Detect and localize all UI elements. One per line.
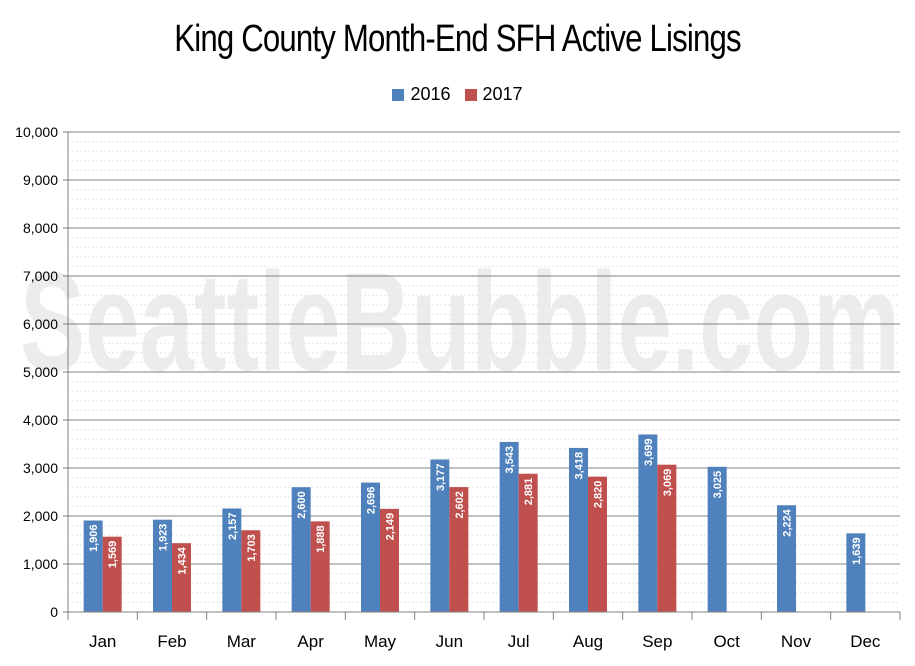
bar-2016-mar [222, 508, 242, 612]
bar-2016-aug [569, 447, 588, 612]
legend-swatch-2017 [464, 88, 477, 101]
x-tick-label-aug: Aug [573, 632, 603, 651]
legend-label-2017: 2017 [482, 84, 523, 104]
x-tick-label-feb: Feb [157, 632, 186, 651]
y-tick-label: 8,000 [23, 220, 58, 236]
legend-item-2017: 2017 [464, 84, 523, 105]
bar-2017-jun [449, 487, 469, 612]
legend: 2016 2017 [0, 84, 915, 105]
data-label-2016-nov: 2,224 [782, 508, 794, 536]
bar-2017-feb [172, 543, 191, 612]
bar-2017-apr [310, 521, 330, 612]
y-tick-label: 3,000 [23, 460, 58, 476]
data-label-2016-mar: 2,157 [227, 512, 239, 540]
y-tick-label: 1,000 [23, 556, 58, 572]
chart-title: King County Month-End SFH Active Lisings [174, 18, 741, 60]
data-label-2016-sep: 3,699 [643, 438, 655, 466]
bar-2016-jun [430, 459, 450, 612]
data-label-2016-feb: 1,923 [158, 524, 170, 552]
x-tick-label-mar: Mar [227, 632, 257, 651]
legend-label-2016: 2016 [410, 84, 451, 104]
y-tick-label: 2,000 [23, 508, 58, 524]
y-tick-label: 0 [50, 604, 58, 620]
data-label-2016-may: 2,696 [366, 487, 378, 515]
bar-2016-sep [638, 434, 658, 612]
data-label-2016-apr: 2,600 [296, 491, 308, 519]
data-label-2017-jun: 2,602 [454, 491, 466, 519]
data-label-2016-jan: 1,906 [88, 525, 100, 553]
data-label-2017-sep: 3,069 [662, 469, 674, 497]
bar-2017-sep [657, 464, 677, 612]
watermark: SeattleBubble.com [20, 243, 900, 400]
bar-2017-mar [241, 530, 261, 612]
y-tick-label: 4,000 [23, 412, 58, 428]
x-tick-label-nov: Nov [781, 632, 812, 651]
x-tick-label-jan: Jan [89, 632, 116, 651]
x-tick-label-dec: Dec [850, 632, 881, 651]
bar-2016-nov [777, 505, 796, 612]
data-label-2017-jan: 1,569 [107, 541, 119, 569]
data-label-2017-apr: 1,888 [315, 525, 327, 553]
bar-2016-apr [291, 487, 311, 612]
x-tick-label-oct: Oct [713, 632, 740, 651]
bar-2016-dec [846, 533, 866, 612]
data-label-2017-mar: 1,703 [246, 534, 258, 562]
bar-2017-may [380, 508, 399, 612]
x-tick-label-jun: Jun [436, 632, 463, 651]
y-tick-label: 9,000 [23, 172, 58, 188]
bar-2016-jan [83, 520, 103, 612]
data-label-2016-jul: 3,543 [504, 446, 516, 474]
data-label-2016-dec: 1,639 [851, 537, 863, 565]
y-tick-label: 10,000 [15, 124, 58, 140]
data-label-2016-jun: 3,177 [435, 464, 447, 492]
x-tick-label-apr: Apr [297, 632, 324, 651]
data-label-2017-jul: 2,881 [523, 478, 535, 506]
x-tick-label-sep: Sep [642, 632, 672, 651]
y-tick-label: 5,000 [23, 364, 58, 380]
data-label-2017-feb: 1,434 [177, 546, 189, 574]
y-tick-label: 7,000 [23, 268, 58, 284]
legend-item-2016: 2016 [392, 84, 451, 105]
bar-2016-may [361, 482, 380, 612]
bar-2017-aug [588, 476, 607, 612]
x-tick-label-jul: Jul [508, 632, 530, 651]
data-label-2016-aug: 3,418 [574, 452, 586, 480]
data-label-2016-oct: 3,025 [712, 471, 724, 499]
bar-2017-jul [518, 473, 538, 612]
bar-2017-jan [102, 536, 122, 612]
bar-2016-jul [499, 441, 519, 612]
bar-2016-feb [153, 519, 172, 612]
bar-2016-oct [707, 466, 727, 612]
y-tick-label: 6,000 [23, 316, 58, 332]
data-label-2017-aug: 2,820 [593, 481, 605, 509]
legend-swatch-2016 [392, 88, 405, 101]
data-label-2017-may: 2,149 [385, 513, 397, 541]
x-tick-label-may: May [364, 632, 397, 651]
